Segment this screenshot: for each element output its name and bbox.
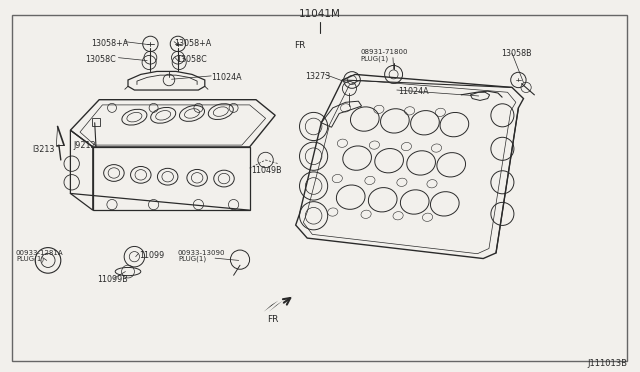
Text: 13058B: 13058B: [501, 49, 532, 58]
Text: 11041M: 11041M: [299, 9, 341, 19]
Text: 11024A: 11024A: [211, 73, 242, 82]
Text: 13058+A: 13058+A: [92, 39, 129, 48]
Text: 13058+A: 13058+A: [174, 39, 211, 48]
Text: 13058C: 13058C: [85, 55, 116, 64]
Text: 11099B: 11099B: [97, 275, 128, 284]
Text: FR: FR: [268, 315, 279, 324]
Text: 13273: 13273: [305, 72, 330, 81]
Text: PLUG(1): PLUG(1): [360, 55, 388, 61]
Text: 08931-71800: 08931-71800: [360, 49, 408, 55]
FancyBboxPatch shape: [92, 118, 100, 126]
Text: J9212: J9212: [74, 141, 96, 150]
Text: 00933-13090: 00933-13090: [178, 250, 225, 256]
Text: l3213: l3213: [32, 145, 54, 154]
Text: 11099: 11099: [140, 251, 164, 260]
Text: 11049B: 11049B: [251, 166, 282, 174]
Polygon shape: [280, 295, 294, 306]
Polygon shape: [269, 301, 283, 312]
Text: 00933-1281A: 00933-1281A: [16, 250, 63, 256]
Text: 11024A: 11024A: [398, 87, 429, 96]
Text: PLUG(1): PLUG(1): [178, 256, 206, 262]
Text: PLUG(1): PLUG(1): [16, 256, 44, 262]
Polygon shape: [264, 301, 278, 312]
Text: 13058C: 13058C: [176, 55, 207, 64]
Text: FR: FR: [294, 41, 306, 50]
FancyBboxPatch shape: [12, 15, 627, 361]
Text: J111013B: J111013B: [588, 359, 627, 368]
